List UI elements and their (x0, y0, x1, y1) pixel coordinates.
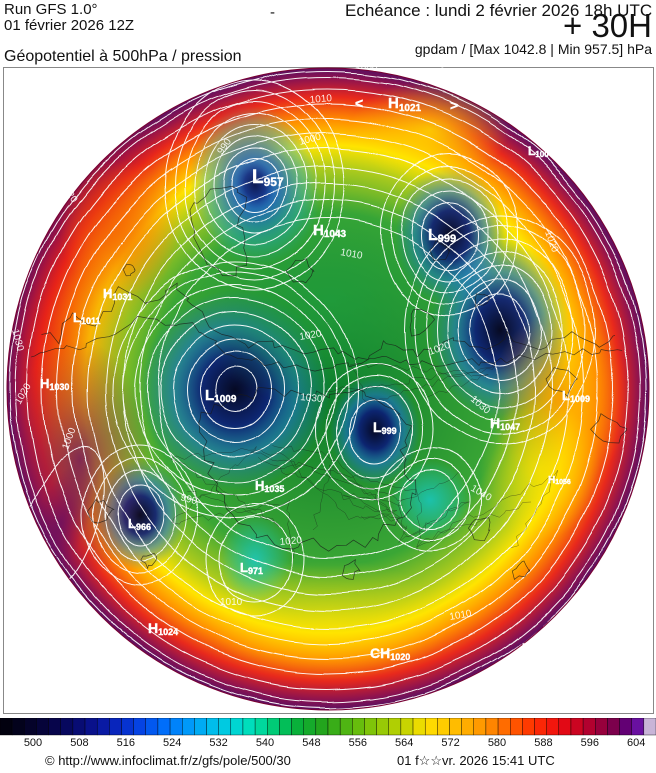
svg-text:1010: 1010 (607, 137, 625, 162)
svg-text:1030: 1030 (300, 392, 324, 405)
svg-text:1010: 1010 (309, 93, 333, 106)
svg-text:990: 990 (437, 66, 457, 83)
svg-text:1010: 1010 (220, 597, 243, 608)
svg-text:<: < (355, 95, 363, 111)
svg-text:1020: 1020 (279, 535, 303, 548)
svg-text:>: > (450, 97, 458, 113)
svg-text:H: H (522, 641, 531, 655)
